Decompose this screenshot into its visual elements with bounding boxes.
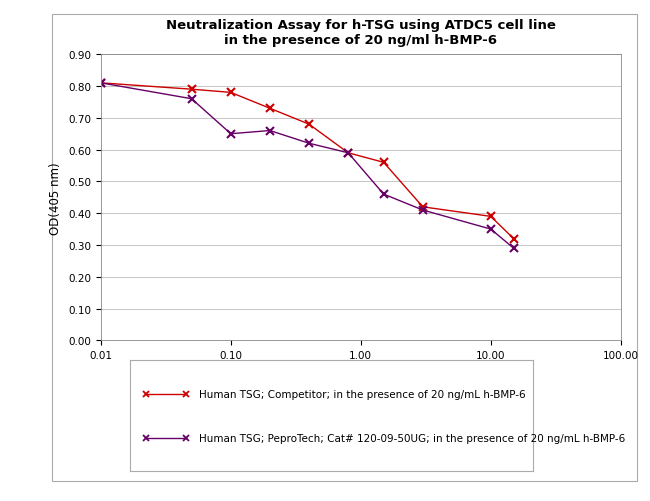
Human TSG; PeproTech; Cat# 120-09-50UG; in the presence of 20 ng/mL h-BMP-6 (487, 226, 495, 232)
Human TSG; Competitor; in the presence of 20 ng/mL h-BMP-6 (305, 122, 313, 128)
Human TSG; Competitor; in the presence of 20 ng/mL h-BMP-6 (188, 87, 196, 93)
Human TSG; Competitor; in the presence of 20 ng/mL h-BMP-6 (344, 150, 352, 156)
Text: Human TSG; PeproTech; Cat# 120-09-50UG; in the presence of 20 ng/mL h-BMP-6: Human TSG; PeproTech; Cat# 120-09-50UG; … (198, 433, 625, 443)
Human TSG; PeproTech; Cat# 120-09-50UG; in the presence of 20 ng/mL h-BMP-6 (188, 97, 196, 103)
Human TSG; PeproTech; Cat# 120-09-50UG; in the presence of 20 ng/mL h-BMP-6 (227, 131, 235, 137)
Human TSG; Competitor; in the presence of 20 ng/mL h-BMP-6 (227, 90, 235, 96)
Human TSG; Competitor; in the presence of 20 ng/mL h-BMP-6 (97, 81, 105, 87)
Human TSG; PeproTech; Cat# 120-09-50UG; in the presence of 20 ng/mL h-BMP-6 (305, 141, 313, 147)
Y-axis label: OD(405 nm): OD(405 nm) (49, 162, 62, 234)
Human TSG; Competitor; in the presence of 20 ng/mL h-BMP-6 (419, 204, 426, 210)
X-axis label: h-TSG (ug/ml) [log scale]: h-TSG (ug/ml) [log scale] (287, 366, 434, 379)
Text: Human TSG; Competitor; in the presence of 20 ng/mL h-BMP-6: Human TSG; Competitor; in the presence o… (198, 389, 525, 399)
Human TSG; PeproTech; Cat# 120-09-50UG; in the presence of 20 ng/mL h-BMP-6 (344, 150, 352, 156)
Human TSG; PeproTech; Cat# 120-09-50UG; in the presence of 20 ng/mL h-BMP-6 (266, 128, 274, 134)
Line: Human TSG; Competitor; in the presence of 20 ng/mL h-BMP-6: Human TSG; Competitor; in the presence o… (97, 80, 518, 243)
Human TSG; PeproTech; Cat# 120-09-50UG; in the presence of 20 ng/mL h-BMP-6 (97, 81, 105, 87)
Title: Neutralization Assay for h-TSG using ATDC5 cell line
in the presence of 20 ng/ml: Neutralization Assay for h-TSG using ATD… (166, 19, 556, 47)
Human TSG; Competitor; in the presence of 20 ng/mL h-BMP-6 (487, 214, 495, 220)
Human TSG; Competitor; in the presence of 20 ng/mL h-BMP-6 (266, 106, 274, 112)
Human TSG; PeproTech; Cat# 120-09-50UG; in the presence of 20 ng/mL h-BMP-6 (419, 207, 426, 213)
Human TSG; Competitor; in the presence of 20 ng/mL h-BMP-6 (510, 236, 517, 242)
Human TSG; Competitor; in the presence of 20 ng/mL h-BMP-6 (380, 160, 387, 166)
Line: Human TSG; PeproTech; Cat# 120-09-50UG; in the presence of 20 ng/mL h-BMP-6: Human TSG; PeproTech; Cat# 120-09-50UG; … (97, 80, 518, 253)
Human TSG; PeproTech; Cat# 120-09-50UG; in the presence of 20 ng/mL h-BMP-6 (380, 192, 387, 198)
Human TSG; PeproTech; Cat# 120-09-50UG; in the presence of 20 ng/mL h-BMP-6 (510, 245, 517, 252)
